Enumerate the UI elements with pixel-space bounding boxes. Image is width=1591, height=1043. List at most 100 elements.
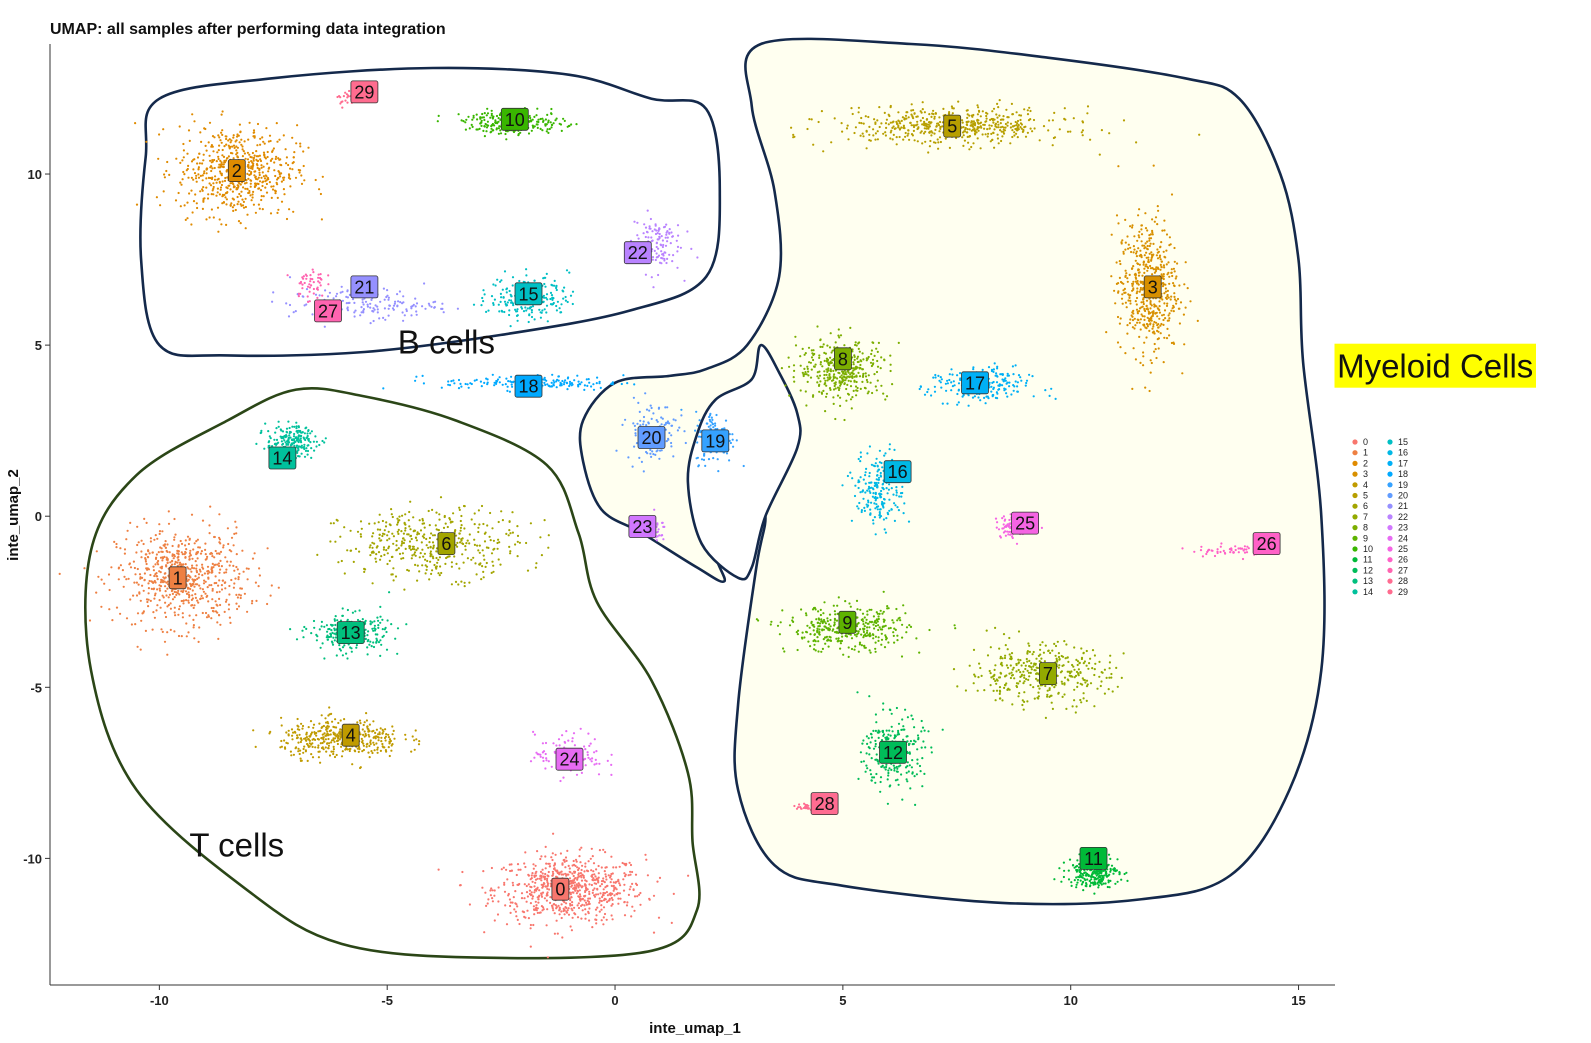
cell-point: [985, 117, 988, 120]
cell-point: [508, 545, 511, 549]
cell-point: [208, 121, 212, 124]
cell-point: [577, 886, 580, 889]
cell-point: [1009, 676, 1013, 680]
cell-point: [211, 589, 214, 592]
cell-point: [216, 621, 219, 624]
cell-point: [388, 754, 391, 758]
cell-point: [612, 885, 615, 888]
cell-point: [239, 587, 242, 590]
cell-point: [1014, 120, 1017, 124]
cell-point: [181, 612, 184, 615]
cell-point: [1159, 332, 1162, 335]
cell-point: [1162, 361, 1165, 364]
cell-point: [252, 162, 255, 165]
cell-point: [1098, 675, 1101, 678]
cell-point: [224, 587, 227, 590]
cell-point: [1029, 109, 1032, 113]
cell-point: [145, 521, 148, 525]
cell-point: [266, 155, 269, 159]
cell-point: [207, 615, 210, 618]
cell-point: [578, 889, 581, 892]
cell-point: [847, 646, 850, 649]
cell-point: [493, 547, 496, 550]
cell-point: [171, 560, 174, 563]
cell-point: [580, 846, 583, 849]
cell-point: [552, 867, 556, 871]
cell-point: [813, 643, 816, 646]
cell-point: [584, 917, 587, 920]
cell-point: [219, 165, 222, 168]
cell-point: [1129, 302, 1132, 305]
cell-point: [507, 534, 510, 537]
cell-point: [236, 195, 239, 199]
cell-point: [587, 860, 590, 863]
cell-point: [863, 625, 866, 628]
cell-point: [185, 635, 188, 638]
cell-point: [852, 363, 855, 366]
cell-point: [1149, 264, 1152, 268]
cell-point: [429, 552, 432, 555]
cell-point: [169, 628, 172, 632]
cell-point: [193, 120, 196, 123]
cell-point: [387, 530, 390, 533]
cell-point: [339, 731, 342, 734]
cell-point: [1135, 252, 1138, 255]
cell-point: [1034, 662, 1037, 665]
cell-point: [155, 196, 158, 199]
cell-point: [985, 629, 988, 632]
cell-point: [630, 915, 633, 918]
cell-point: [157, 551, 160, 554]
cell-point: [1136, 282, 1139, 285]
cell-point: [269, 212, 273, 215]
cell-point: [247, 191, 250, 195]
cell-point: [153, 538, 156, 541]
cell-point: [986, 128, 989, 131]
cell-point: [223, 610, 226, 614]
cell-point: [179, 181, 182, 184]
cell-point: [830, 361, 833, 364]
cell-point: [541, 868, 544, 871]
cell-point: [1024, 667, 1027, 671]
cell-point: [550, 856, 553, 859]
cell-point: [1160, 273, 1163, 276]
cell-point: [1121, 293, 1124, 296]
cell-point: [1048, 688, 1051, 692]
cell-point: [918, 651, 921, 654]
cell-point: [828, 613, 832, 616]
cell-point: [901, 116, 905, 119]
cell-point: [205, 177, 208, 180]
cell-point: [925, 127, 928, 130]
cell-point: [1000, 139, 1003, 143]
cell-point: [867, 115, 870, 119]
cell-point: [390, 744, 393, 747]
cell-point: [868, 620, 872, 624]
cell-point: [1170, 309, 1173, 312]
cell-point: [870, 620, 874, 624]
cell-point: [570, 907, 573, 910]
cell-point: [1006, 648, 1009, 651]
cell-point: [590, 875, 594, 878]
cell-point: [299, 757, 302, 760]
cell-point: [529, 902, 533, 905]
cell-point: [196, 538, 199, 541]
cell-point: [210, 193, 213, 196]
cell-point: [576, 876, 579, 880]
cell-point: [362, 748, 365, 752]
cell-point: [145, 553, 148, 556]
cell-point: [352, 560, 355, 564]
cell-point: [215, 181, 218, 184]
cell-point: [860, 633, 863, 636]
cell-point: [1150, 259, 1153, 262]
cell-point: [1137, 247, 1140, 250]
cell-point: [388, 738, 392, 741]
cell-point: [485, 904, 488, 908]
cell-point: [1143, 318, 1146, 321]
cell-point: [235, 593, 238, 597]
cell-point: [177, 555, 180, 559]
cell-point: [219, 159, 222, 162]
cell-point: [904, 612, 907, 615]
cell-point: [481, 549, 484, 552]
cell-point: [837, 596, 840, 599]
cell-point: [866, 380, 869, 384]
cell-point: [1143, 341, 1146, 344]
